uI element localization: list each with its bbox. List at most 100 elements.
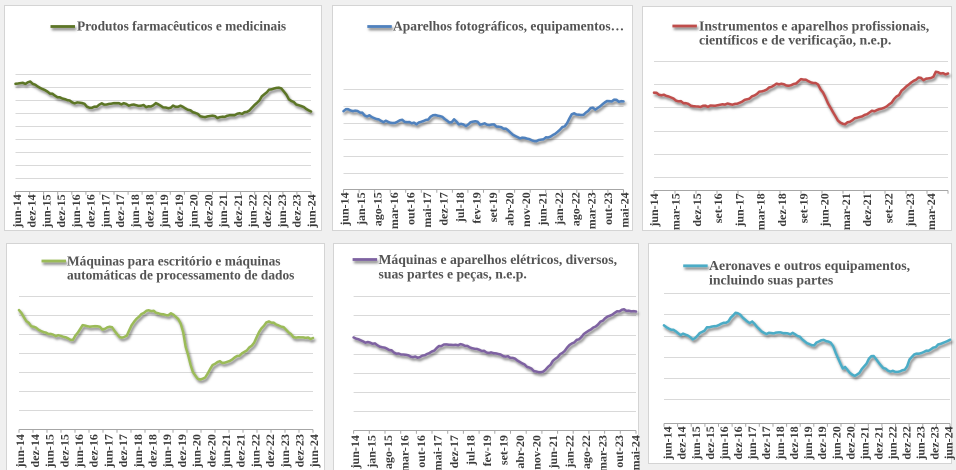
svg-text:jun-23: jun-23 [914,426,928,460]
svg-text:dez-19: dez-19 [172,194,186,227]
svg-text:fev-19: fev-19 [480,435,494,466]
svg-text:jun-22: jun-22 [246,194,260,228]
svg-text:jun-18: jun-18 [131,434,145,468]
svg-text:set-22: set-22 [882,193,896,223]
svg-text:jun-24: jun-24 [942,426,956,460]
svg-text:jun-16: jun-16 [717,426,731,460]
svg-text:dez-17: dez-17 [116,434,130,467]
svg-text:jun-19: jun-19 [160,434,174,468]
svg-text:out-16: out-16 [404,192,418,225]
svg-text:dez-16: dez-16 [87,434,101,467]
svg-text:jun-17: jun-17 [732,193,746,227]
svg-text:set-19: set-19 [796,193,810,223]
svg-text:jun-20: jun-20 [187,194,201,228]
svg-text:dez-22: dez-22 [260,194,274,227]
svg-text:mar-23: mar-23 [585,192,599,229]
svg-text:ago-15: ago-15 [371,192,385,226]
svg-text:jun-21: jun-21 [535,192,549,226]
svg-text:mai-24: mai-24 [618,192,632,227]
svg-text:mar-16: mar-16 [387,192,401,229]
svg-text:dez-19: dez-19 [175,434,189,467]
svg-text:Produtos farmacêuticos e medic: Produtos farmacêuticos e medicinais [77,19,286,34]
svg-text:dez-15: dez-15 [54,194,68,227]
svg-text:nov-20: nov-20 [519,192,533,227]
svg-text:dez-23: dez-23 [293,434,307,467]
svg-text:jun-20: jun-20 [190,434,204,468]
svg-text:jun-23: jun-23 [275,194,289,228]
svg-text:dez-15: dez-15 [690,193,704,226]
svg-text:dez-18: dez-18 [146,434,160,467]
svg-text:set-16: set-16 [711,193,725,223]
svg-text:jun-24: jun-24 [304,194,318,228]
svg-text:Máquinas para escritório e máq: Máquinas para escritório e máquinas [67,253,281,268]
svg-text:jun-21: jun-21 [219,434,233,468]
svg-text:jun-14: jun-14 [348,435,362,469]
svg-text:jan-15: jan-15 [364,435,378,469]
svg-text:jun-19: jun-19 [157,194,171,228]
svg-text:dez-21: dez-21 [234,434,248,467]
svg-text:jun-22: jun-22 [886,426,900,460]
svg-text:jun-20: jun-20 [829,426,843,460]
svg-text:jun-14: jun-14 [661,426,675,460]
svg-text:dez-21: dez-21 [860,193,874,226]
svg-text:abr-20: abr-20 [513,435,527,469]
svg-text:jun-24: jun-24 [307,434,321,468]
svg-text:dez-14: dez-14 [25,194,39,227]
svg-text:dez-14: dez-14 [28,434,42,467]
svg-text:mar-21: mar-21 [839,193,853,230]
svg-text:jun-17: jun-17 [745,426,759,460]
svg-text:ago-22: ago-22 [568,192,582,226]
svg-text:dez-17: dez-17 [113,194,127,227]
svg-text:jun-22: jun-22 [248,434,262,468]
svg-text:jan-15: jan-15 [354,192,368,226]
svg-text:dez-22: dez-22 [263,434,277,467]
svg-text:set-19: set-19 [486,192,500,222]
svg-text:out-16: out-16 [414,435,428,468]
svg-text:jun-15: jun-15 [39,194,53,228]
svg-text:jun-19: jun-19 [801,426,815,460]
svg-text:dez-17: dez-17 [437,192,451,225]
svg-text:dez-21: dez-21 [872,426,886,459]
svg-text:mar-15: mar-15 [669,193,683,230]
svg-text:Instrumentos e aparelhos profi: Instrumentos e aparelhos profissionais, [699,18,929,33]
svg-text:jan-22: jan-22 [552,192,566,226]
svg-text:jun-21: jun-21 [546,435,560,469]
svg-text:dez-16: dez-16 [731,426,745,459]
svg-text:mai-17: mai-17 [420,192,434,227]
svg-text:dez-23: dez-23 [928,426,942,459]
svg-text:automáticas de processamento d: automáticas de processamento de dados [67,268,294,283]
svg-text:Aparelhos fotográficos, equipa: Aparelhos fotográficos, equipamentos… [393,19,624,34]
svg-text:jun-23: jun-23 [278,434,292,468]
svg-text:ago-22: ago-22 [579,435,593,469]
svg-text:jun-16: jun-16 [72,434,86,468]
svg-text:dez-20: dez-20 [843,426,857,459]
svg-text:jun-14: jun-14 [13,434,27,468]
svg-text:abr-20: abr-20 [502,192,516,226]
svg-text:jun-21: jun-21 [216,194,230,228]
svg-text:jun-15: jun-15 [43,434,57,468]
svg-text:jun-23: jun-23 [903,193,917,227]
svg-text:dez-14: dez-14 [675,426,689,459]
svg-text:dez-19: dez-19 [815,426,829,459]
svg-text:Aeronaves e outros equipamento: Aeronaves e outros equipamentos, [709,258,910,273]
svg-text:mai-17: mai-17 [430,435,444,470]
svg-text:mai-24: mai-24 [628,435,642,470]
svg-text:dez-20: dez-20 [204,434,218,467]
svg-text:jun-16: jun-16 [69,194,83,228]
svg-text:dez-15: dez-15 [57,434,71,467]
svg-text:dez-17: dez-17 [759,426,773,459]
svg-text:mar-24: mar-24 [924,193,938,230]
svg-text:dez-15: dez-15 [703,426,717,459]
svg-text:dez-21: dez-21 [231,194,245,227]
svg-text:dez-16: dez-16 [84,194,98,227]
svg-text:jul-18: jul-18 [453,192,467,223]
svg-text:jun-15: jun-15 [689,426,703,460]
svg-text:dez-23: dez-23 [290,194,304,227]
svg-text:set-19: set-19 [496,435,510,465]
svg-text:dez-18: dez-18 [143,194,157,227]
svg-text:dez-17: dez-17 [447,435,461,468]
svg-text:jun-18: jun-18 [773,426,787,460]
svg-text:mar-16: mar-16 [397,435,411,470]
svg-text:mar-18: mar-18 [754,193,768,230]
svg-text:incluindo suas partes: incluindo suas partes [709,273,834,288]
